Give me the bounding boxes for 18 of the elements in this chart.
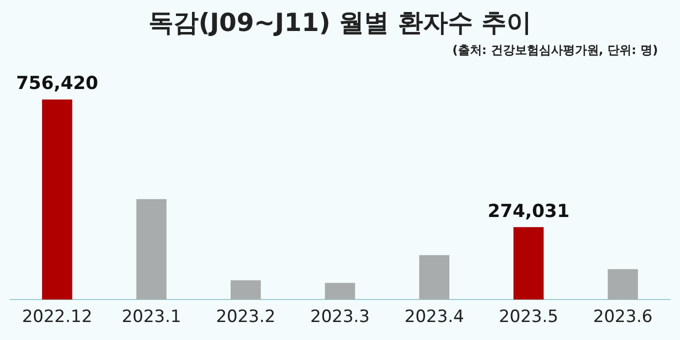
x-tick-label: 2023.1	[122, 307, 182, 328]
bar	[324, 282, 356, 300]
x-tick-label: 2023.5	[498, 307, 558, 328]
bar	[513, 227, 544, 300]
bar	[42, 100, 72, 300]
x-tick-label: 2023.6	[593, 307, 653, 328]
chart-subtitle: (출처: 건강보험심사평가원, 단위: 명)	[452, 42, 658, 59]
data-label: 274,031	[488, 200, 570, 222]
x-tick-label: 2022.12	[22, 307, 92, 328]
chart-title: 독감(J09~J11) 월별 환자수 추이	[147, 7, 533, 39]
x-tick-label: 2023.2	[216, 307, 276, 328]
data-label: 756,420	[16, 73, 98, 94]
x-tick-label: 2023.3	[310, 307, 370, 328]
bar	[230, 280, 261, 300]
bar	[608, 269, 638, 300]
x-tick-label: 2023.4	[404, 307, 464, 328]
bar	[136, 199, 167, 300]
bar	[419, 255, 450, 300]
